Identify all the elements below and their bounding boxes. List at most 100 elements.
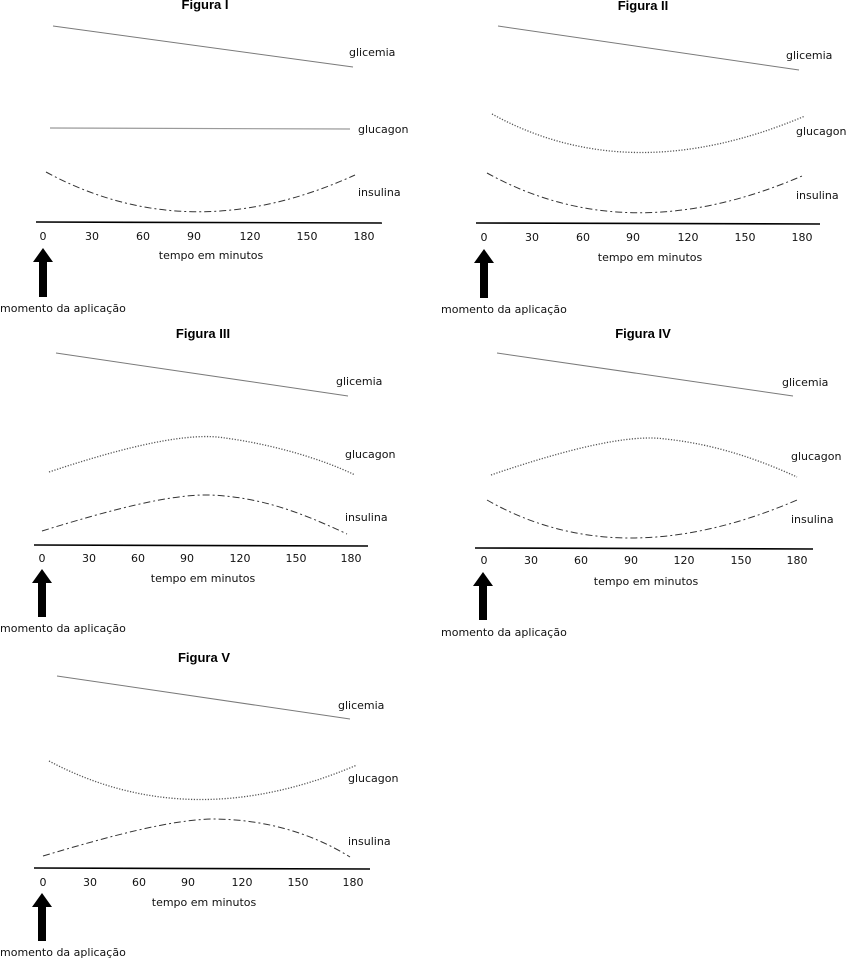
insulina-label: insulina	[358, 186, 401, 199]
tick-label: 60	[574, 554, 588, 567]
tick-label: 90	[187, 230, 201, 243]
insulina-label: insulina	[345, 511, 388, 524]
arrow-up-icon	[33, 248, 53, 297]
tick-label: 150	[731, 554, 752, 567]
tick-label: 90	[626, 231, 640, 244]
figure-4: Figura IV glicemia glucagon insulina 0 3…	[441, 326, 842, 639]
tick-label: 180	[343, 876, 364, 889]
glucagon-label: glucagon	[796, 125, 846, 138]
glicemia-curve	[56, 675, 351, 720]
glicemia-curve	[55, 352, 349, 397]
insulina-curve	[486, 499, 798, 539]
figure-title: Figura IV	[615, 326, 671, 341]
tick-label: 0	[40, 230, 47, 243]
insulina-curve	[41, 494, 348, 535]
tick-label: 120	[674, 554, 695, 567]
tick-label: 60	[132, 876, 146, 889]
glucagon-curve	[49, 127, 351, 130]
tick-label: 120	[230, 552, 251, 565]
insulina-curve	[42, 818, 351, 858]
figure-title: Figura III	[176, 326, 230, 341]
arrow-label: momento da aplicação	[441, 626, 567, 639]
figure-5: Figura V glicemia glucagon insulina 0 30…	[0, 650, 399, 959]
tick-label: 180	[787, 554, 808, 567]
glucagon-curve	[48, 760, 358, 801]
tick-label: 120	[240, 230, 261, 243]
tick-labels: 0 30 60 90 120 150 180	[40, 230, 375, 243]
arrow-label: momento da aplicação	[0, 622, 126, 635]
glicemia-label: glicemia	[349, 46, 395, 59]
tick-label: 90	[181, 876, 195, 889]
tick-label: 150	[297, 230, 318, 243]
glucagon-label: glucagon	[791, 450, 842, 463]
tick-label: 150	[735, 231, 756, 244]
figure-title: Figura I	[182, 0, 229, 12]
arrow-up-icon	[473, 572, 493, 620]
insulina-label: insulina	[348, 835, 391, 848]
time-axis	[474, 547, 814, 550]
x-axis-label: tempo em minutos	[594, 575, 699, 588]
insulina-label: insulina	[796, 189, 839, 202]
insulina-label: insulina	[791, 513, 834, 526]
tick-label: 60	[576, 231, 590, 244]
arrow-label: momento da aplicação	[441, 303, 567, 316]
glicemia-label: glicemia	[782, 376, 828, 389]
tick-label: 30	[83, 876, 97, 889]
glucagon-curve	[48, 435, 356, 476]
tick-labels: 0 30 60 90 120 150 180	[481, 554, 808, 567]
tick-label: 30	[524, 554, 538, 567]
tick-label: 120	[678, 231, 699, 244]
figure-title: Figura V	[178, 650, 230, 665]
tick-labels: 0 30 60 90 120 150 180	[40, 876, 364, 889]
tick-label: 180	[354, 230, 375, 243]
glicemia-label: glicemia	[336, 375, 382, 388]
time-axis	[35, 221, 383, 224]
x-axis-label: tempo em minutos	[151, 572, 256, 585]
glicemia-curve	[496, 352, 794, 397]
insulina-curve	[486, 172, 803, 214]
figure-title: Figura II	[618, 0, 669, 13]
arrow-up-icon	[32, 569, 52, 617]
glucagon-label: glucagon	[358, 123, 409, 136]
tick-label: 150	[288, 876, 309, 889]
tick-label: 60	[131, 552, 145, 565]
glicemia-label: glicemia	[338, 699, 384, 712]
glucagon-label: glucagon	[348, 772, 399, 785]
tick-label: 0	[481, 231, 488, 244]
figure-1: Figura I glicemia glucagon insulina 0 30…	[0, 0, 409, 315]
tick-label: 30	[85, 230, 99, 243]
tick-label: 30	[525, 231, 539, 244]
tick-label: 0	[39, 552, 46, 565]
arrow-up-icon	[474, 249, 494, 298]
figure-2: Figura II glicemia glucagon insulina 0 3…	[441, 0, 846, 316]
tick-label: 30	[82, 552, 96, 565]
x-axis-label: tempo em minutos	[159, 249, 264, 262]
tick-label: 90	[624, 554, 638, 567]
tick-label: 60	[136, 230, 150, 243]
glicemia-curve	[52, 25, 354, 68]
arrow-label: momento da aplicação	[0, 302, 126, 315]
figure-3: Figura III glicemia glucagon insulina 0 …	[0, 326, 396, 635]
tick-labels: 0 30 60 90 120 150 180	[481, 231, 813, 244]
time-axis	[33, 544, 369, 547]
tick-label: 90	[180, 552, 194, 565]
arrow-up-icon	[32, 893, 52, 941]
glucagon-curve	[490, 437, 798, 478]
tick-label: 180	[792, 231, 813, 244]
tick-label: 120	[232, 876, 253, 889]
insulina-curve	[45, 171, 356, 213]
glicemia-label: glicemia	[786, 49, 832, 62]
glicemia-curve	[497, 25, 800, 71]
x-axis-label: tempo em minutos	[598, 251, 703, 264]
arrow-label: momento da aplicação	[0, 946, 126, 959]
x-axis-label: tempo em minutos	[152, 896, 257, 909]
glucagon-curve	[491, 113, 806, 154]
tick-label: 0	[481, 554, 488, 567]
tick-label: 0	[40, 876, 47, 889]
time-axis	[475, 222, 821, 225]
tick-labels: 0 30 60 90 120 150 180	[39, 552, 362, 565]
time-axis	[33, 867, 371, 870]
tick-label: 150	[286, 552, 307, 565]
glucagon-label: glucagon	[345, 448, 396, 461]
